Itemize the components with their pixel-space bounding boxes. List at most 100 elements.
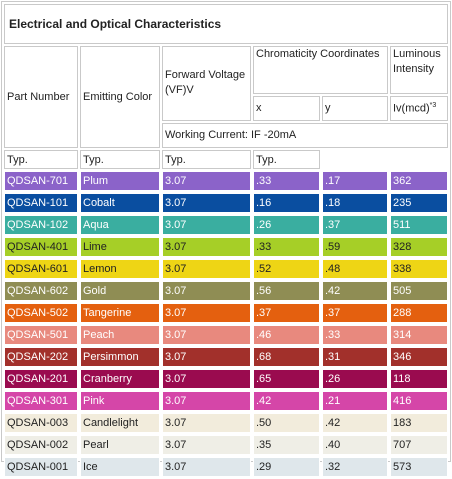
cell-iv: 346 [390,347,448,367]
cell-part: QDSAN-301 [4,391,78,411]
cell-part: QDSAN-201 [4,369,78,389]
cell-x: .33 [253,237,320,257]
typ-label-vf: Typ. [4,150,78,169]
cell-x: .29 [253,457,320,477]
cell-vf: 3.07 [162,413,251,433]
cell-x: .56 [253,281,320,301]
cell-vf: 3.07 [162,259,251,279]
cell-part: QDSAN-003 [4,413,78,433]
cell-iv: 183 [390,413,448,433]
cell-vf: 3.07 [162,237,251,257]
table-row: QDSAN-201 Cranberry 3.07.65.26 118 [4,369,448,389]
cell-y: .42 [322,281,388,301]
cell-x: .16 [253,193,320,213]
cell-y: .17 [322,171,388,191]
cell-y: .37 [322,303,388,323]
cell-color: Aqua [80,215,160,235]
table-row: QDSAN-101 Cobalt 3.07.16.18 235 [4,193,448,213]
header-iv-label: Iv(mcd) [393,102,430,115]
cell-color: Gold [80,281,160,301]
cell-y: .59 [322,237,388,257]
cell-color: Ice [80,457,160,477]
cell-color: Lemon [80,259,160,279]
cell-color: Tangerine [80,303,160,323]
cell-iv: 573 [390,457,448,477]
cell-part: QDSAN-202 [4,347,78,367]
cell-part: QDSAN-401 [4,237,78,257]
cell-iv: 416 [390,391,448,411]
table-row: QDSAN-401 Lime 3.07.33.59 328 [4,237,448,257]
cell-vf: 3.07 [162,391,251,411]
cell-vf: 3.07 [162,369,251,389]
cell-part: QDSAN-502 [4,303,78,323]
cell-part: QDSAN-101 [4,193,78,213]
table-row: QDSAN-002 Pearl 3.07.35.40 707 [4,435,448,455]
cell-x: .68 [253,347,320,367]
cell-color: Peach [80,325,160,345]
cell-y: .48 [322,259,388,279]
header-iv: Iv(mcd)*3 [390,95,448,121]
cell-y: .32 [322,457,388,477]
cell-part: QDSAN-501 [4,325,78,345]
table-row: QDSAN-301 Pink 3.07.42.21 416 [4,391,448,411]
cell-iv: 707 [390,435,448,455]
cell-iv: 235 [390,193,448,213]
cell-part: QDSAN-001 [4,457,78,477]
header-forward-voltage: Forward Voltage (VF)V [162,46,251,121]
cell-vf: 3.07 [162,193,251,213]
cell-part: QDSAN-602 [4,281,78,301]
typ-label-iv: Typ. [253,150,320,169]
header-y: y [322,95,388,121]
header-part-number: Part Number [4,46,78,148]
cell-iv: 118 [390,369,448,389]
cell-x: .35 [253,435,320,455]
cell-y: .26 [322,369,388,389]
cell-color: Persimmon [80,347,160,367]
cell-iv: 314 [390,325,448,345]
cell-color: Cobalt [80,193,160,213]
cell-x: .65 [253,369,320,389]
cell-vf: 3.07 [162,347,251,367]
cell-vf: 3.07 [162,215,251,235]
table-row: QDSAN-601 Lemon 3.07.52.48 338 [4,259,448,279]
cell-iv: 288 [390,303,448,323]
cell-vf: 3.07 [162,457,251,477]
cell-iv: 362 [390,171,448,191]
header-x: x [253,95,320,121]
table-row: QDSAN-501 Peach 3.07.46.33 314 [4,325,448,345]
cell-vf: 3.07 [162,325,251,345]
cell-iv: 505 [390,281,448,301]
cell-part: QDSAN-002 [4,435,78,455]
cell-iv: 328 [390,237,448,257]
table-row: QDSAN-701 Plum 3.07.33.17 362 [4,171,448,191]
cell-iv: 511 [390,215,448,235]
header-iv-footnote: *3 [429,101,437,109]
cell-y: .18 [322,193,388,213]
cell-part: QDSAN-601 [4,259,78,279]
cell-x: .46 [253,325,320,345]
table-row: QDSAN-502 Tangerine 3.07.37.37 288 [4,303,448,323]
cell-color: Lime [80,237,160,257]
cell-color: Cranberry [80,369,160,389]
cell-x: .42 [253,391,320,411]
cell-y: .42 [322,413,388,433]
table-row: QDSAN-003 Candlelight 3.07.50.42 183 [4,413,448,433]
cell-y: .31 [322,347,388,367]
cell-x: .52 [253,259,320,279]
cell-x: .33 [253,171,320,191]
cell-color: Pink [80,391,160,411]
cell-iv: 338 [390,259,448,279]
table-title: Electrical and Optical Characteristics [4,4,448,44]
cell-color: Candlelight [80,413,160,433]
cell-vf: 3.07 [162,171,251,191]
table-row: QDSAN-001 Ice 3.07.29.32 573 [4,457,448,477]
cell-part: QDSAN-102 [4,215,78,235]
cell-y: .33 [322,325,388,345]
table-row: QDSAN-202 Persimmon 3.07.68.31 346 [4,347,448,367]
typ-label-y: Typ. [162,150,251,169]
cell-vf: 3.07 [162,303,251,323]
cell-y: .37 [322,215,388,235]
header-chromaticity: Chromaticity Coordinates [253,46,388,94]
header-working-current: Working Current: IF -20mA [162,122,448,148]
